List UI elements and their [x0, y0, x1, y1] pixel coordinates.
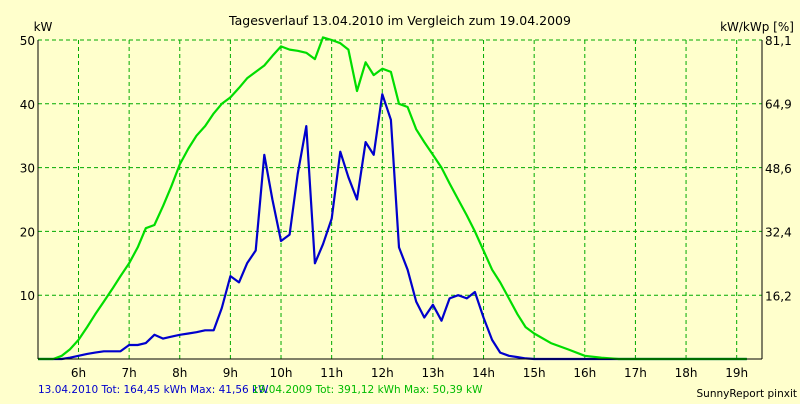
- tick-labels: 6h 7h 8h 9h 10h 11h 12h 13h 14h 15h 16h 17h 18h 19h 10…: [20, 34, 792, 380]
- x-tick-label: 7h: [122, 366, 137, 380]
- x-tick-label: 12h: [371, 366, 394, 380]
- x-tick-label: 18h: [675, 366, 698, 380]
- y-left-tick-label: 30: [20, 162, 35, 176]
- x-tick-label: 10h: [270, 366, 293, 380]
- legend-series-1-text: 13.04.2010 Tot: 164,45 kWh Max: 41,56 kW: [38, 384, 269, 396]
- y-right-tick-label: 81,1: [765, 34, 792, 48]
- y-left-tick-label: 40: [20, 98, 35, 112]
- x-tick-label: 16h: [573, 366, 596, 380]
- axes: [37, 40, 763, 360]
- credit-text: SunnyReport pinxit: [697, 388, 797, 400]
- x-tick-label: 14h: [472, 366, 495, 380]
- y-axis-left-label: kW: [34, 20, 53, 34]
- x-tick-label: 11h: [320, 366, 343, 380]
- grid-lines: [38, 39, 762, 359]
- x-tick-label: 6h: [71, 366, 86, 380]
- y-left-tick-label: 50: [20, 34, 35, 48]
- x-tick-label: 19h: [725, 366, 748, 380]
- y-right-tick-label: 16,2: [765, 289, 792, 303]
- chart-title: Tagesverlauf 13.04.2010 im Vergleich zum…: [228, 13, 571, 28]
- y-right-tick-label: 32,4: [765, 226, 792, 240]
- x-tick-label: 17h: [624, 366, 647, 380]
- y-left-tick-label: 20: [20, 225, 35, 239]
- x-tick-label: 9h: [223, 366, 238, 380]
- y-right-tick-label: 64,9: [765, 98, 792, 112]
- x-tick-label: 15h: [523, 366, 546, 380]
- legend-series-2-text: 19.04.2009 Tot: 391,12 kWh Max: 50,39 kW: [252, 384, 483, 396]
- series-line-1: [38, 93, 747, 361]
- series-lines: [38, 36, 747, 361]
- series-line-2: [38, 36, 747, 361]
- x-tick-label: 13h: [421, 366, 444, 380]
- y-axis-right-label: kW/kWp [%]: [720, 20, 794, 34]
- x-tick-label: 8h: [172, 366, 187, 380]
- y-right-tick-label: 48,6: [765, 162, 792, 176]
- y-left-tick-label: 10: [20, 289, 35, 303]
